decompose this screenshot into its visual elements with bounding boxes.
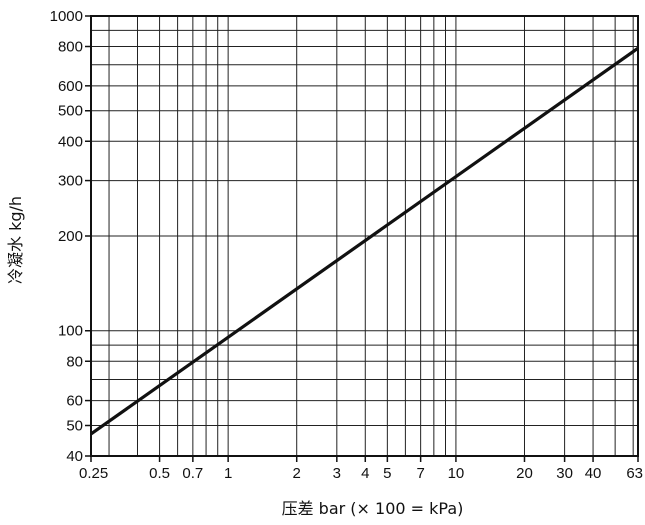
x-tick-label: 7 [416, 465, 424, 482]
x-ticks: 0.25 0.5 0.7 1 2 3 4 5 7 10 20 30 40 63 [79, 456, 643, 482]
x-tick-label: 63 [626, 465, 643, 482]
x-tick-label: 0.7 [182, 465, 203, 482]
y-tick-label: 400 [58, 133, 83, 150]
y-tick-label: 1000 [50, 8, 83, 25]
y-tick-label: 50 [66, 417, 83, 434]
x-tick-label: 10 [448, 465, 465, 482]
y-tick-label: 600 [58, 78, 83, 95]
x-tick-label: 40 [585, 465, 602, 482]
series-group [90, 46, 639, 436]
x-tick-label: 0.25 [79, 465, 108, 482]
y-tick-label: 60 [66, 393, 83, 410]
x-axis-label: 压差 bar (× 100 = kPa) [282, 499, 464, 518]
series-line [90, 46, 639, 436]
x-tick-label: 3 [333, 465, 341, 482]
x-tick-label: 1 [224, 465, 232, 482]
y-grid [91, 15, 638, 457]
x-tick-label: 0.5 [149, 465, 170, 482]
y-tick-label: 40 [66, 448, 83, 465]
x-tick-label: 30 [556, 465, 573, 482]
y-tick-label: 100 [58, 323, 83, 340]
x-tick-label: 2 [293, 465, 301, 482]
y-ticks: 1000 800 600 500 400 300 200 100 80 60 50 40 [50, 8, 91, 465]
y-tick-label: 200 [58, 228, 83, 245]
y-tick-label: 80 [66, 353, 83, 370]
y-tick-label: 300 [58, 173, 83, 190]
x-tick-label: 5 [383, 465, 391, 482]
x-tick-label: 4 [361, 465, 369, 482]
x-tick-label: 20 [516, 465, 533, 482]
y-tick-label: 800 [58, 39, 83, 56]
y-tick-label: 500 [58, 103, 83, 120]
y-axis-label: 冷凝水 kg/h [6, 196, 25, 284]
